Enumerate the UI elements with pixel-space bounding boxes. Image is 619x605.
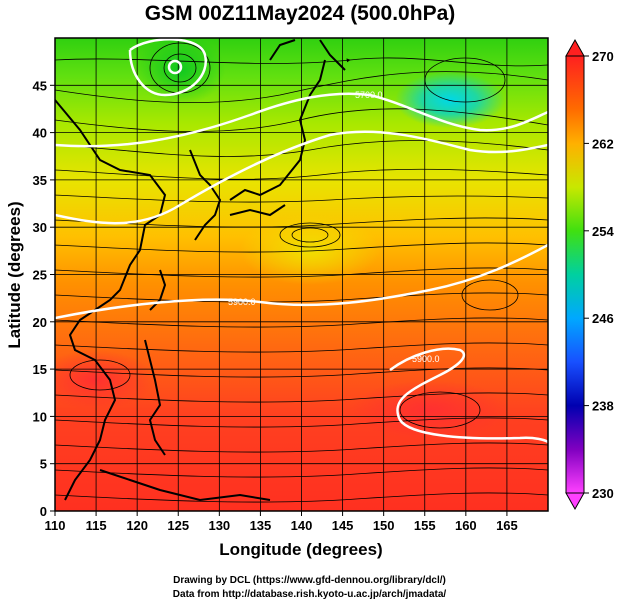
contour-label: 5700.0 xyxy=(355,90,383,100)
y-tick-label: 35 xyxy=(33,173,47,188)
x-axis-label: Longitude (degrees) xyxy=(219,540,382,559)
y-tick-label: 15 xyxy=(33,362,47,377)
y-tick-label: 0 xyxy=(40,504,47,519)
y-tick-label: 5 xyxy=(40,457,47,472)
colorbar-bottom-arrow xyxy=(565,492,585,511)
x-tick-label: 145 xyxy=(332,518,354,533)
x-tick-label: 110 xyxy=(45,518,66,533)
x-tick-label: 165 xyxy=(496,518,518,533)
x-tick-label: 120 xyxy=(126,518,148,533)
x-tick-label: 150 xyxy=(373,518,395,533)
colorbar-tick-label: 262 xyxy=(592,136,614,151)
colorbar-scale xyxy=(565,55,585,494)
y-tick-label: 30 xyxy=(33,220,47,235)
contour-label: 5900.0 xyxy=(228,297,256,307)
x-tick-label: 125 xyxy=(167,518,189,533)
y-axis-label: Latitude (degrees) xyxy=(5,201,24,348)
credit-line-1: Drawing by DCL (https://www.gfd-dennou.o… xyxy=(173,575,446,586)
colorbar-tick-label: 230 xyxy=(592,486,614,501)
y-axis-ticks: 0 5 10 15 20 25 30 35 40 45 xyxy=(33,78,55,519)
height-contours xyxy=(55,38,548,444)
coastlines xyxy=(55,39,346,502)
colorbar-tick-label: 254 xyxy=(592,224,614,239)
contour-labels: 5700.0 5900.0 5900.0 xyxy=(228,90,440,364)
colorbar-tick-label: 246 xyxy=(592,311,614,326)
x-tick-label: 115 xyxy=(86,518,107,533)
y-tick-label: 25 xyxy=(33,268,47,283)
y-tick-label: 40 xyxy=(33,126,47,141)
y-tick-label: 20 xyxy=(33,315,47,330)
x-tick-label: 155 xyxy=(414,518,436,533)
colorbar-tick-label: 238 xyxy=(592,399,614,414)
y-tick-label: 10 xyxy=(33,409,47,424)
x-axis-ticks: 110 115 120 125 130 135 140 145 150 155 160 165 xyxy=(45,511,518,533)
colorbar: 270 262 254 246 238 230 xyxy=(565,38,614,511)
x-tick-label: 140 xyxy=(291,518,313,533)
contour-label: 5900.0 xyxy=(412,354,440,364)
x-tick-label: 135 xyxy=(250,518,272,533)
credit-line-2: Data from http://database.rish.kyoto-u.a… xyxy=(172,589,447,600)
colorbar-tick-label: 270 xyxy=(592,49,614,64)
colorbar-top-arrow xyxy=(565,38,585,57)
x-tick-label: 130 xyxy=(208,518,230,533)
y-tick-label: 45 xyxy=(33,78,47,93)
x-tick-label: 160 xyxy=(455,518,477,533)
chart-title: GSM 00Z11May2024 (500.0hPa) xyxy=(144,2,456,25)
wind-streamlines xyxy=(55,42,548,503)
